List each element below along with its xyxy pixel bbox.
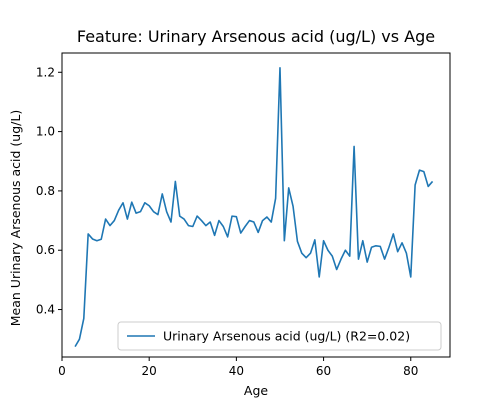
series-group — [74, 67, 434, 348]
chart-title: Feature: Urinary Arsenous acid (ug/L) vs… — [77, 27, 435, 46]
series-line — [74, 67, 434, 348]
x-tick-label: 0 — [58, 364, 66, 378]
y-axis-ticks: 0.4 0.6 0.8 1.0 1.2 — [36, 65, 62, 317]
y-tick-label: 1.2 — [36, 65, 55, 79]
x-tick-label: 60 — [316, 364, 331, 378]
y-axis-title: Mean Urinary Arsenous acid (ug/L) — [8, 110, 23, 326]
x-tick-label: 80 — [403, 364, 418, 378]
plot-area — [61, 52, 451, 358]
y-tick-label: 0.8 — [36, 184, 55, 198]
x-tick-label: 40 — [229, 364, 244, 378]
legend-box — [117, 321, 442, 351]
y-tick-label: 1.0 — [36, 125, 55, 139]
x-axis-title: Age — [244, 383, 268, 398]
plot-frame — [61, 52, 451, 358]
y-tick-label: 0.4 — [36, 303, 55, 317]
y-tick-label: 0.6 — [36, 243, 55, 257]
x-axis-ticks: 0 20 40 60 80 — [58, 357, 418, 378]
legend-label: Urinary Arsenous acid (ug/L) (R2=0.02) — [163, 329, 410, 344]
x-tick-label: 20 — [142, 364, 157, 378]
legend: Urinary Arsenous acid (ug/L) (R2=0.02) — [117, 321, 442, 351]
